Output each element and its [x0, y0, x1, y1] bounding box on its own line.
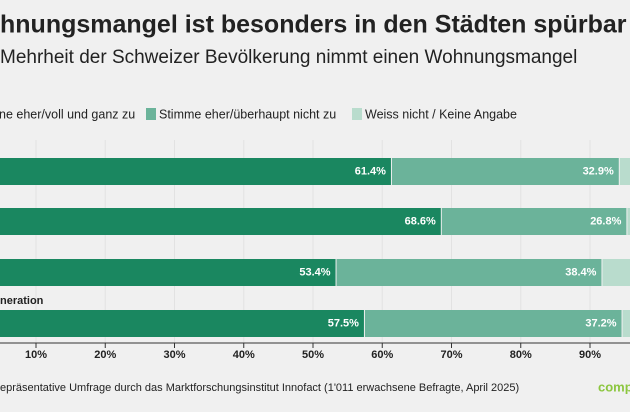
x-tick-label: 30%: [163, 349, 185, 361]
bar-segment: [619, 158, 630, 185]
x-tick-label: 60%: [371, 349, 393, 361]
bar-segment: [391, 158, 619, 185]
legend-label: ne eher/voll und ganz zu: [0, 107, 135, 121]
bar-segment: [0, 158, 391, 185]
x-tick-label: 40%: [233, 349, 255, 361]
bar-segment: [336, 259, 602, 286]
x-tick-label: 50%: [302, 349, 324, 361]
source-note: epräsentative Umfrage durch das Marktfor…: [0, 382, 519, 394]
legend-swatch: [146, 108, 156, 120]
bar-segment: [0, 310, 364, 337]
bar-segment: [364, 310, 622, 337]
value-label: 26.8%: [590, 215, 621, 227]
value-label: 38.4%: [565, 266, 596, 278]
bar-segment: [441, 208, 627, 235]
legend-label: Weiss nicht / Keine Angabe: [365, 107, 517, 121]
chart-title: hnungsmangel ist besonders in den Städte…: [0, 11, 627, 39]
bar-segment: [0, 208, 441, 235]
bar-segment: [602, 259, 630, 286]
value-label: 57.5%: [328, 317, 359, 329]
category-label: neration: [0, 295, 44, 307]
value-label: 32.9%: [583, 165, 614, 177]
bar-segment: [0, 259, 336, 286]
legend-label: Stimme eher/überhaupt nicht zu: [159, 107, 336, 121]
value-label: 68.6%: [405, 215, 436, 227]
brand-logo: comp: [598, 379, 630, 394]
x-tick-label: 20%: [94, 349, 116, 361]
x-tick-label: 10%: [25, 349, 47, 361]
x-tick-label: 70%: [440, 349, 462, 361]
x-tick-label: 80%: [510, 349, 532, 361]
chart-subtitle: Mehrheit der Schweizer Bevölkerung nimmt…: [0, 47, 577, 68]
bar-segment: [627, 208, 630, 235]
x-tick-label: 90%: [579, 349, 601, 361]
value-label: 61.4%: [355, 165, 386, 177]
legend-swatch: [352, 108, 362, 120]
value-label: 53.4%: [299, 266, 330, 278]
bar-segment: [622, 310, 630, 337]
value-label: 37.2%: [585, 317, 616, 329]
